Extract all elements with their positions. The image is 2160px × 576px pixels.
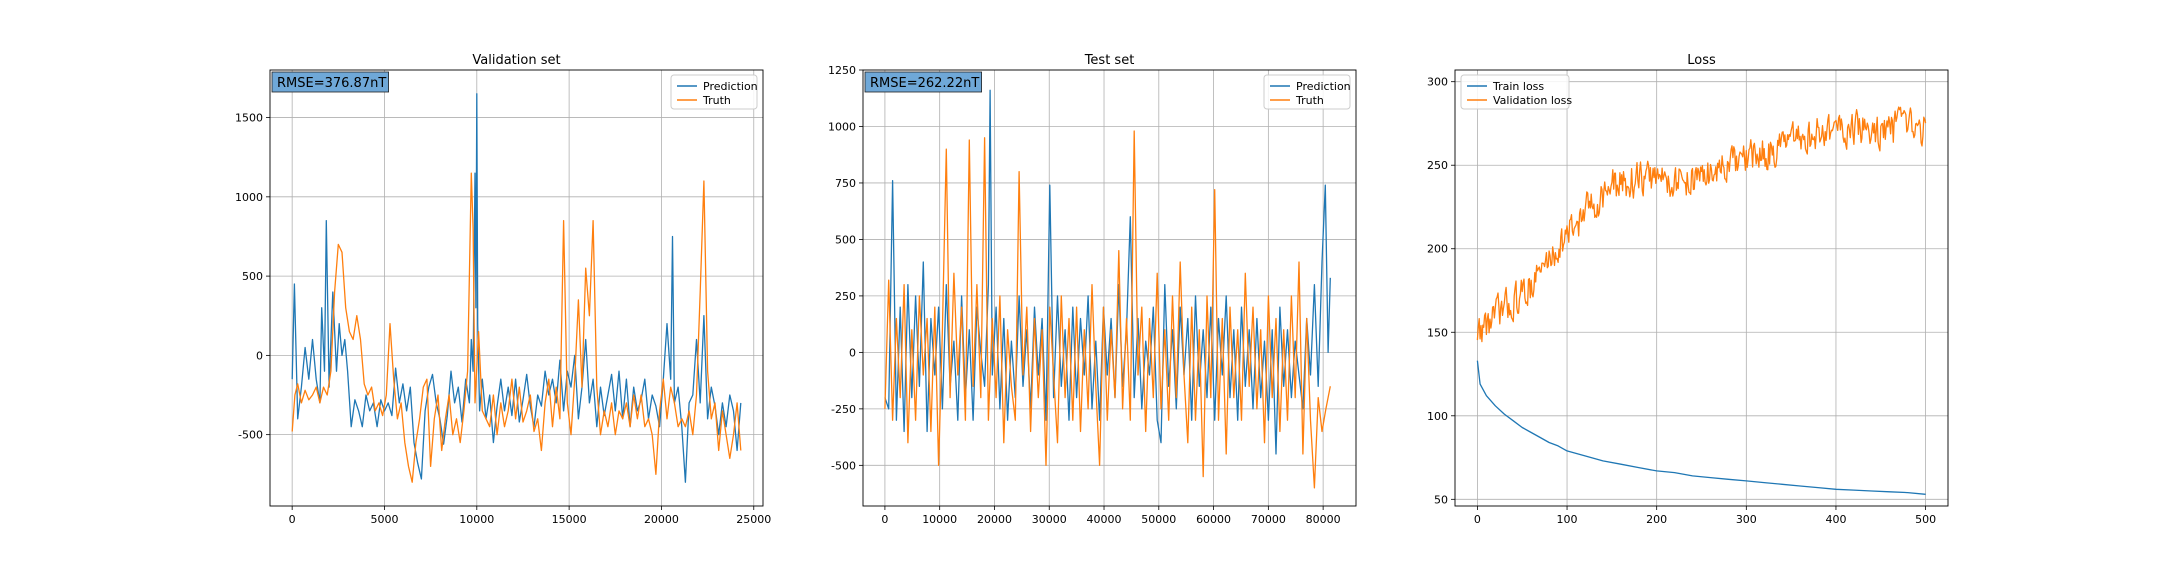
- y-tick-label: -250: [831, 403, 856, 416]
- x-tick-label: 20000: [977, 513, 1012, 526]
- x-tick-label: 0: [881, 513, 888, 526]
- legend-label: Train loss: [1492, 80, 1544, 93]
- test-set-panel: 0 10000 20000 30000 40000 50000 60000 70000 8000…: [828, 53, 1357, 526]
- legend-label: Validation loss: [1493, 94, 1572, 107]
- chart-title: Validation set: [472, 53, 560, 68]
- rmse-badge-text: RMSE=376.87nT: [277, 76, 386, 91]
- rmse-annotation: RMSE=376.87nT: [271, 71, 389, 93]
- y-tick-label: 300: [1427, 76, 1448, 89]
- x-tick-label: 5000: [370, 513, 398, 526]
- y-tick-label: 750: [835, 177, 856, 190]
- axes-frame: [862, 69, 1357, 507]
- chart-title: Test set: [1084, 53, 1135, 68]
- legend-box: [1460, 74, 1570, 110]
- x-tick-label: 10000: [922, 513, 957, 526]
- y-tick-label: -500: [238, 429, 263, 442]
- train-loss-line: [1476, 360, 1926, 495]
- loss-panel: 0 100 200 300 400 500 50 100 150 200 250 300 Loss Tra…: [1427, 53, 1949, 526]
- y-tick-label: 1000: [235, 191, 263, 204]
- legend-label: Truth: [1295, 94, 1324, 107]
- x-tick-label: 20000: [644, 513, 679, 526]
- grid-lines: [863, 69, 1356, 506]
- y-tick-label: 0: [849, 346, 856, 359]
- x-tick-label: 25000: [736, 513, 771, 526]
- x-tick-label: 15000: [552, 513, 587, 526]
- truth-line: [291, 172, 742, 483]
- x-tick-label: 500: [1915, 513, 1936, 526]
- legend-label: Prediction: [1296, 80, 1351, 93]
- y-tick-label: 200: [1427, 243, 1448, 256]
- series-group: [884, 89, 1331, 489]
- rmse-badge-box: [864, 71, 982, 93]
- x-tick-label: 200: [1646, 513, 1667, 526]
- x-tick-label: 0: [1474, 513, 1481, 526]
- truth-line: [884, 130, 1331, 489]
- y-tick-label: 50: [1434, 493, 1448, 506]
- x-tick-label: 300: [1736, 513, 1757, 526]
- x-tick-label: 100: [1557, 513, 1578, 526]
- x-tick-label: 0: [289, 513, 296, 526]
- x-tick-label: 40000: [1087, 513, 1122, 526]
- x-tick-label: 70000: [1251, 513, 1286, 526]
- y-tick-label: 250: [835, 290, 856, 303]
- y-tick-label: -500: [831, 459, 856, 472]
- legend-label: Prediction: [703, 80, 758, 93]
- x-tick-label: 10000: [459, 513, 494, 526]
- validation-loss-line: [1476, 106, 1927, 343]
- chart-title: Loss: [1687, 53, 1716, 68]
- x-tick-label: 80000: [1306, 513, 1341, 526]
- y-tick-label: 1000: [828, 120, 856, 133]
- series-group: [1476, 106, 1927, 495]
- y-tick-label: 1250: [828, 64, 856, 77]
- axes-frame: [1454, 69, 1949, 507]
- grid-lines: [1455, 70, 1948, 506]
- series-group: [291, 93, 742, 483]
- x-tick-label: 30000: [1032, 513, 1067, 526]
- y-tick-label: 1500: [235, 112, 263, 125]
- legend-label: Truth: [702, 94, 731, 107]
- axes-frame: [269, 69, 764, 507]
- x-tick-label: 50000: [1141, 513, 1176, 526]
- y-tick-label: 0: [256, 349, 263, 362]
- y-tick-label: 150: [1427, 326, 1448, 339]
- rmse-badge-box: [271, 71, 389, 93]
- validation-set-panel: 0 5000 10000 15000 20000 25000 -500 0 500 1000 150…: [235, 53, 771, 526]
- rmse-badge-text: RMSE=262.22nT: [870, 76, 979, 91]
- x-tick-label: 60000: [1196, 513, 1231, 526]
- y-tick-label: 500: [242, 270, 263, 283]
- rmse-annotation: RMSE=262.22nT: [864, 71, 982, 93]
- y-tick-label: 500: [835, 233, 856, 246]
- y-tick-label: 100: [1427, 410, 1448, 423]
- prediction-line: [291, 93, 742, 483]
- x-tick-label: 400: [1825, 513, 1846, 526]
- y-tick-label: 250: [1427, 159, 1448, 172]
